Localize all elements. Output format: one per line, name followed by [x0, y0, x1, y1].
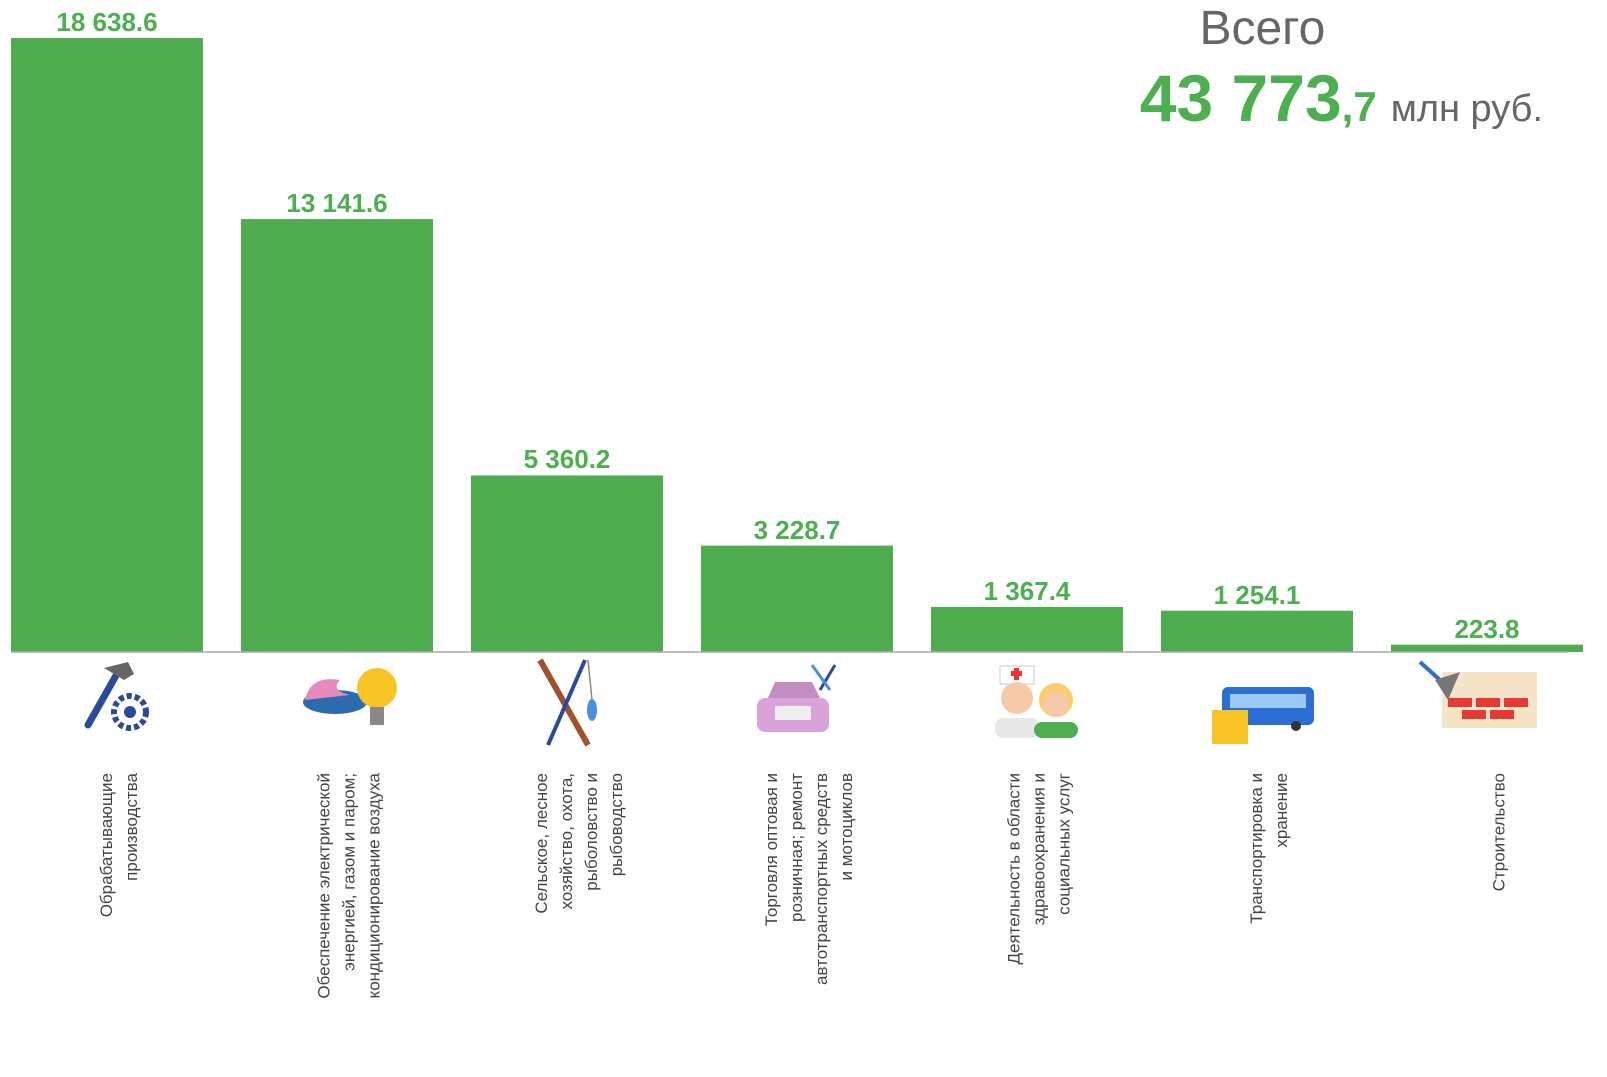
value-label: 18 638.6: [56, 7, 158, 37]
category-label: Транспортировка и хранение: [1247, 773, 1291, 924]
icon-agriculture: [537, 658, 597, 747]
value-label: 13 141.6: [286, 188, 388, 219]
icons: [84, 658, 1537, 747]
total-value: 43 773: [1139, 61, 1342, 135]
total-label: Всего: [1199, 2, 1326, 55]
value-label: 3 228.7: [753, 514, 841, 545]
category-label: Сельское, лесное хозяйство, охота, рыбол…: [532, 773, 626, 914]
value-label: 5 360.2: [523, 444, 611, 475]
icon-energy: [303, 668, 397, 725]
category-label: Обеспечение электрической энергией, газо…: [314, 773, 384, 999]
bar: [1391, 644, 1583, 652]
category-label: Деятельность в области здравоохранения и…: [1004, 773, 1074, 965]
category-label: Торговля оптовая и розничная; ремонт авт…: [762, 773, 856, 986]
value-label: 223.8: [1454, 613, 1520, 644]
bars: [11, 38, 1583, 653]
total-decimal: ,7: [1341, 83, 1377, 130]
icon-manufacturing: [84, 662, 149, 731]
total: Всего 43 773,7 млн руб.: [1140, 0, 1543, 157]
bar: [471, 475, 663, 652]
value-label: 1 254.1: [1213, 579, 1301, 610]
icon-transport: [1212, 687, 1314, 744]
bar: [931, 606, 1123, 652]
category-label: Обрабатывающие производства: [97, 773, 141, 918]
bar: [701, 545, 893, 652]
bar: [1161, 610, 1353, 652]
icon-construction: [1418, 660, 1537, 728]
category-label: Строительство: [1489, 773, 1509, 892]
icon-trade: [757, 664, 837, 732]
value-label: 1 367.4: [983, 575, 1071, 606]
total-line: 43 773,7 млн руб.: [1140, 58, 1543, 157]
bar: [241, 219, 433, 653]
total-unit: млн руб.: [1390, 88, 1543, 130]
icon-health: [995, 665, 1078, 738]
bar: [11, 38, 203, 652]
